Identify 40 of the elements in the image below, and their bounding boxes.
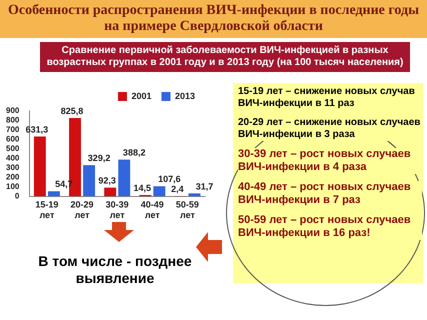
y-tick-label: 100 xyxy=(6,182,20,192)
chart-title: Особенности распространения ВИЧ-инфекции в последние годы на примере Свердловской области xyxy=(0,0,427,38)
data-label: 92,3 xyxy=(98,176,116,186)
legend-label: 2013 xyxy=(174,90,196,101)
data-label: 31,7 xyxy=(196,181,214,192)
x-tick-label: 40-49 лет xyxy=(140,199,164,220)
data-label: 14,5 xyxy=(134,183,152,194)
bar xyxy=(48,191,60,196)
x-tick-label: 20-29 лет xyxy=(70,199,94,220)
data-label: 388,2 xyxy=(122,148,146,158)
bar xyxy=(34,136,46,196)
chart-subtitle: Сравнение первичной заболеваемости ВИЧ-инфекцией в разных возрастных группах в 2001 году и в 2013 году (на 100 тысяч населения) xyxy=(40,42,410,72)
bar xyxy=(153,186,166,196)
text: 20-29 лет – снижение новых случаев ВИЧ-инфекции в 3 раза xyxy=(238,117,422,141)
data-label: 2,4 xyxy=(171,184,184,194)
y-tick-label: 500 xyxy=(6,144,20,154)
text: 50-59 лет – рост новых случаев ВИЧ-инфекции в 16 раз! xyxy=(238,214,422,240)
legend-label: 2001 xyxy=(131,90,152,101)
data-label: 825,8 xyxy=(60,106,84,116)
text: В том числе - позднее выявление xyxy=(37,253,193,287)
data-label: 329,2 xyxy=(88,153,110,164)
y-tick-label: 900 xyxy=(6,106,20,116)
x-tick-label: 50-59 лет xyxy=(176,199,199,220)
x-tick-label: 15-19 лет xyxy=(35,199,58,220)
text: 15-19 лет – снижение новых случав ВИЧ-инфекции в 11 раз xyxy=(238,86,422,110)
y-tick-label: 200 xyxy=(6,172,20,182)
y-tick-label: 600 xyxy=(6,134,20,144)
y-tick-label: 0 xyxy=(14,192,20,201)
bar xyxy=(104,188,116,196)
y-tick-label: 300 xyxy=(6,163,20,172)
text: 30-39 лет – рост новых случаев ВИЧ-инфекции в 4 раза xyxy=(238,148,422,174)
y-tick-label: 800 xyxy=(6,116,20,125)
bar xyxy=(83,165,96,196)
text: 40-49 лет – рост новых случаев ВИЧ-инфекции в 7 раз xyxy=(238,181,422,207)
bar xyxy=(118,160,130,196)
x-tick-label: 30-39 лет xyxy=(106,199,129,220)
y-tick-label: 400 xyxy=(6,154,20,163)
data-label: 107,6 xyxy=(158,174,181,184)
y-tick-label: 700 xyxy=(6,125,20,134)
data-label: 631,3 xyxy=(26,124,48,134)
